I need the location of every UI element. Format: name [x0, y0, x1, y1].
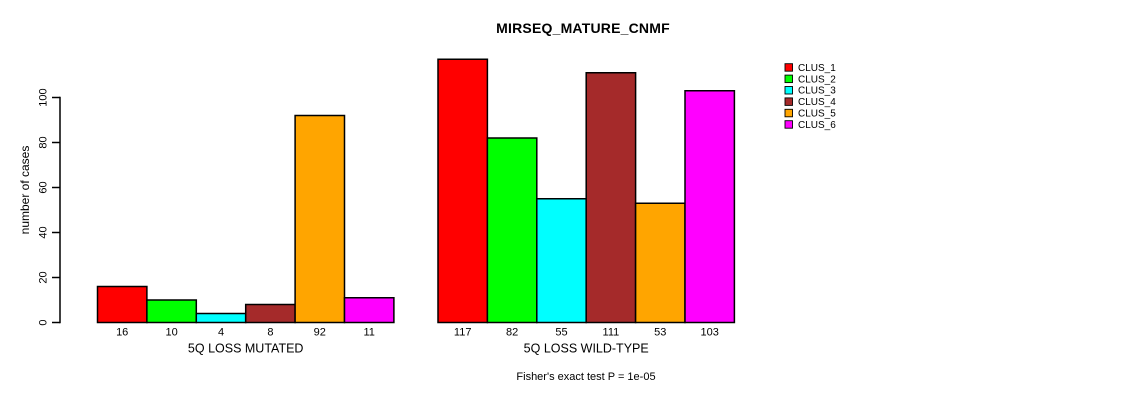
y-axis-tick-label: 0 — [38, 319, 50, 325]
chart-title: MIRSEQ_MATURE_CNMF — [496, 20, 670, 36]
bar-clus_5-group2 — [634, 202, 686, 324]
y-axis-tick-label: 100 — [38, 88, 50, 106]
y-axis-tick-label: 60 — [38, 181, 50, 193]
bar-clus_1-group2 — [437, 58, 489, 324]
y-axis-tick-label: 20 — [38, 271, 50, 283]
bar-value-label: 8 — [267, 327, 273, 339]
bar-value-label: 117 — [454, 327, 472, 339]
y-axis: 0 20 40 60 80 100 — [38, 88, 61, 326]
group-label: 5Q LOSS MUTATED — [188, 342, 304, 356]
bar-clus_1-group1 — [96, 285, 148, 324]
bar-clus_6-group1 — [343, 297, 395, 324]
legend-label: CLUS_1 — [798, 63, 836, 74]
legend-label: CLUS_2 — [798, 74, 836, 85]
bar-clus_4-group1 — [244, 303, 296, 324]
y-axis-tick-label: 40 — [38, 226, 50, 238]
group-label: 5Q LOSS WILD-TYPE — [524, 342, 649, 356]
bar-clus_3-group1 — [195, 312, 247, 324]
bar-clus_3-group2 — [536, 198, 587, 324]
bars: 16 10 4 8 92 11 5Q LOSS MUTATED 117 82 55 111 53 103… — [96, 58, 736, 356]
bar-value-label: 11 — [363, 327, 374, 339]
bar-clus_4-group2 — [585, 72, 637, 324]
legend-label: CLUS_6 — [798, 120, 836, 131]
stat-annotation: Fisher's exact test P = 1e-05 — [516, 371, 656, 383]
bar-value-label: 82 — [506, 327, 518, 339]
y-axis-label: number of cases — [18, 146, 32, 235]
y-axis-tick-label: 80 — [38, 136, 50, 148]
bar-clus_6-group2 — [684, 90, 736, 324]
bar-value-label: 10 — [165, 327, 177, 339]
bar-value-label: 92 — [314, 327, 326, 339]
legend-swatch-clus_1 — [784, 63, 793, 72]
legend-label: CLUS_3 — [798, 86, 836, 97]
bar-clus_5-group1 — [294, 114, 346, 324]
legend-swatch-clus_4 — [784, 97, 793, 106]
legend-swatch-clus_5 — [784, 108, 793, 118]
legend-swatch-clus_6 — [784, 120, 793, 129]
legend-label: CLUS_4 — [798, 97, 836, 108]
bar-clus_2-group2 — [486, 137, 538, 324]
bar-value-label: 53 — [654, 327, 666, 339]
bar-value-label: 16 — [116, 327, 128, 339]
bar-value-label: 103 — [701, 327, 719, 339]
bar-value-label: 4 — [218, 327, 224, 339]
legend-label: CLUS_5 — [798, 109, 836, 120]
bar-clus_2-group1 — [146, 299, 198, 324]
bar-value-label: 55 — [555, 327, 567, 339]
bar-value-label: 111 — [603, 327, 620, 339]
legend-swatch-clus_3 — [784, 86, 793, 95]
legend-swatch-clus_2 — [784, 74, 793, 84]
